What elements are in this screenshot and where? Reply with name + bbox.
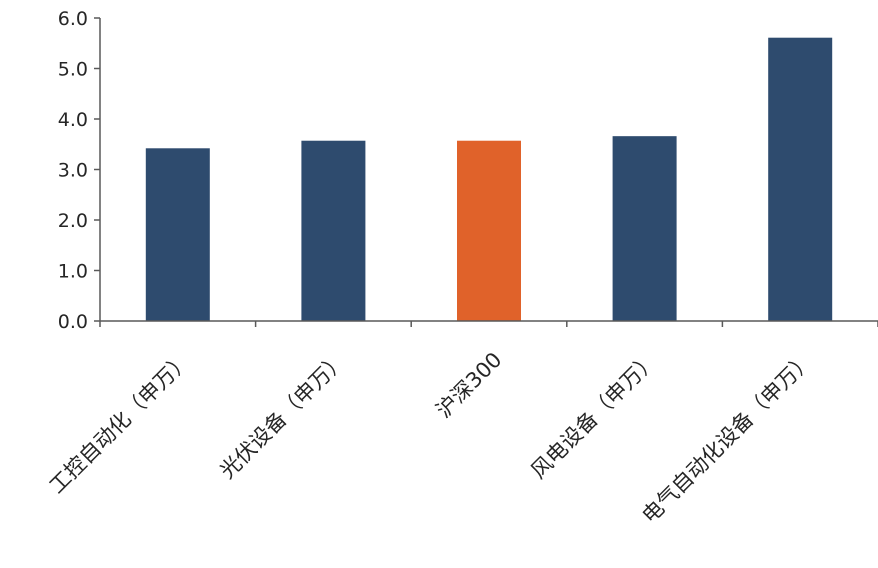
x-category-label: 光伏设备（申万） [215,348,351,484]
x-category-label: 电气自动化设备（申万） [637,348,817,528]
x-category-label: 风电设备（申万） [526,348,662,484]
bars [145,37,833,321]
x-category-label: 工控自动化（申万） [45,348,196,499]
y-axis: 0.0 1.0 2.0 3.0 4.0 5.0 6.0 [58,8,101,333]
y-tick-label: 1.0 [58,261,88,283]
y-tick-label: 0.0 [58,311,88,333]
y-tick-label: 6.0 [58,8,88,30]
x-category-label: 沪深300 [432,348,507,423]
y-tick-label: 3.0 [58,160,88,182]
x-axis: 工控自动化（申万） 光伏设备（申万） 沪深300 风电设备（申万）电气自动化设备（申万… [45,320,878,528]
bar [301,140,366,321]
bar [457,140,521,321]
bar [612,136,677,321]
y-tick-label: 2.0 [58,210,88,232]
y-tick-label: 4.0 [58,109,88,131]
bar [145,148,210,321]
bar [768,37,833,321]
y-tick-label: 5.0 [58,59,88,81]
